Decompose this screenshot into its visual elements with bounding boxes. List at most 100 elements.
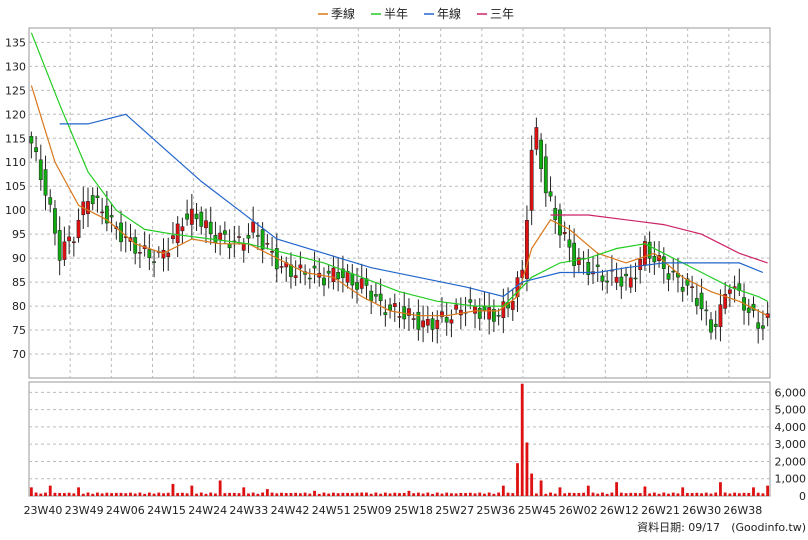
candle-body bbox=[586, 261, 591, 275]
volume-bar bbox=[228, 492, 232, 496]
volume-bar bbox=[355, 492, 359, 496]
candle-body bbox=[246, 235, 251, 239]
price-tick-label: 80 bbox=[12, 300, 26, 313]
candle-body bbox=[67, 236, 72, 242]
x-tick-label: 24W15 bbox=[147, 504, 186, 517]
candle-body bbox=[218, 232, 223, 241]
candle-body bbox=[38, 159, 43, 180]
moving-average-lines bbox=[30, 32, 768, 317]
candle-body bbox=[397, 316, 402, 318]
volume-bar bbox=[96, 492, 99, 496]
volume-bar bbox=[81, 493, 85, 496]
source-label: (Goodinfo.tw) bbox=[731, 521, 806, 534]
volume-bar bbox=[737, 493, 741, 496]
candle-body bbox=[685, 278, 690, 286]
volume-bar bbox=[530, 473, 534, 496]
volume-bar bbox=[586, 485, 590, 496]
candle-body bbox=[152, 261, 156, 263]
candle-body bbox=[293, 275, 298, 278]
volume-bar bbox=[190, 485, 194, 496]
volume-bar bbox=[407, 490, 411, 496]
volume-bar bbox=[657, 493, 661, 496]
x-axis: 23W40 23W49 24W06 24W15 24W24 24W33 24W42 24W51… bbox=[24, 504, 763, 517]
ma-line-ma-3y bbox=[550, 214, 768, 264]
volume-bar bbox=[719, 482, 722, 496]
volume-bar bbox=[129, 492, 132, 496]
volume-bar bbox=[114, 492, 118, 496]
volume-bar bbox=[34, 492, 38, 496]
volume-bar bbox=[634, 492, 637, 496]
candle-body bbox=[62, 241, 67, 260]
volume-bar bbox=[610, 492, 614, 496]
candle-body bbox=[260, 229, 265, 250]
candle-body bbox=[761, 325, 765, 329]
volume-bar bbox=[728, 493, 732, 496]
volume-bar bbox=[676, 493, 680, 496]
volume-bar bbox=[256, 493, 260, 496]
volume-bar bbox=[681, 487, 685, 496]
volume-tick-label: 5,000 bbox=[775, 404, 807, 417]
candle-body bbox=[336, 272, 341, 280]
candle-body bbox=[104, 205, 109, 224]
candle-body bbox=[727, 289, 732, 294]
candle-body bbox=[289, 264, 293, 277]
candle-body bbox=[90, 195, 95, 205]
candle-body bbox=[595, 264, 600, 267]
volume-bar bbox=[374, 492, 378, 496]
volume-bar bbox=[685, 493, 689, 496]
volume-bar bbox=[214, 493, 217, 496]
candle-body bbox=[430, 318, 435, 330]
legend-entry: 三年 bbox=[490, 7, 514, 21]
volume-bar bbox=[704, 492, 708, 496]
volume-bar bbox=[195, 493, 198, 496]
ma-line-ma-year bbox=[59, 113, 764, 298]
volume-bar bbox=[29, 487, 33, 496]
candle-body bbox=[652, 255, 657, 263]
volume-bar bbox=[648, 493, 652, 496]
candle-body bbox=[208, 221, 213, 234]
volume-bar bbox=[261, 492, 265, 496]
candle-body bbox=[694, 298, 699, 306]
candle-body bbox=[440, 311, 444, 317]
ma-line-ma-half bbox=[30, 32, 768, 307]
candle-body bbox=[185, 213, 190, 220]
x-tick-label: 26W12 bbox=[600, 504, 639, 517]
candle-body bbox=[76, 219, 81, 238]
volume-bar bbox=[313, 490, 316, 496]
candle-body bbox=[666, 273, 671, 280]
candle-body bbox=[166, 252, 171, 258]
volume-bar bbox=[110, 493, 114, 496]
volume-bar bbox=[369, 493, 373, 496]
volume-bar bbox=[223, 493, 227, 496]
volume-bar bbox=[756, 492, 760, 496]
candle-body bbox=[392, 303, 397, 307]
volume-bar bbox=[426, 492, 430, 496]
candle-body bbox=[496, 314, 501, 317]
candle-body bbox=[189, 208, 194, 225]
volume-bar bbox=[280, 492, 283, 496]
volume-bar bbox=[58, 492, 62, 496]
volume-bar bbox=[539, 480, 543, 496]
candle-body bbox=[510, 301, 515, 310]
legend: 季線 半年 年線 三年 bbox=[318, 6, 514, 21]
candle-body bbox=[425, 318, 430, 326]
volume-bar bbox=[72, 493, 76, 496]
price-tick-label: 135 bbox=[5, 36, 26, 49]
volume-bar bbox=[143, 493, 147, 496]
volume-bar bbox=[53, 492, 57, 496]
volume-bar bbox=[247, 493, 250, 496]
candle-body bbox=[491, 309, 496, 322]
volume-bar bbox=[341, 492, 345, 496]
candle-body bbox=[562, 231, 567, 235]
volume-bar bbox=[124, 493, 128, 496]
candle-body bbox=[57, 230, 62, 261]
price-tick-label: 105 bbox=[5, 180, 26, 193]
candle-body bbox=[237, 236, 241, 238]
candle-body bbox=[161, 249, 166, 259]
x-tick-label: 23W49 bbox=[65, 504, 104, 517]
candle-body bbox=[147, 249, 152, 259]
candle-body bbox=[355, 282, 359, 290]
volume-axis: 0 1,000 2,000 3,000 4,000 5,000 6,000 bbox=[775, 386, 807, 503]
volume-bar bbox=[209, 492, 213, 496]
x-tick-label: 26W02 bbox=[559, 504, 598, 517]
